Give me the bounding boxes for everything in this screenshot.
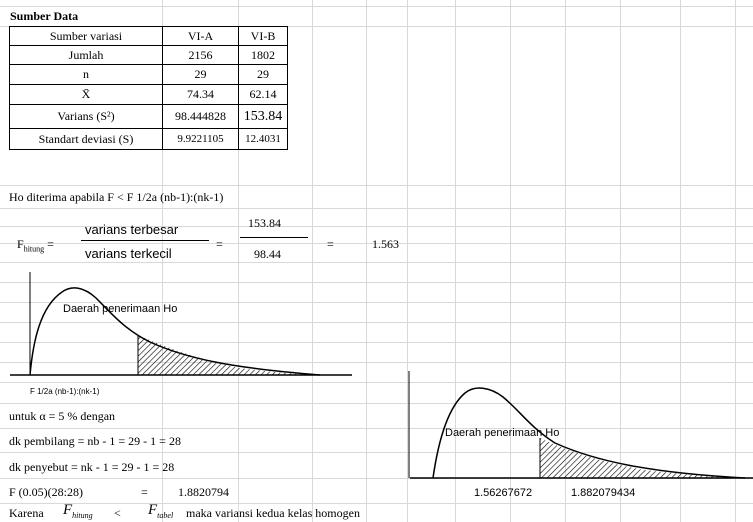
cell-vi-a: 2156 <box>162 45 239 65</box>
alpha-line: untuk α = 5 % dengan <box>9 409 116 423</box>
conclusion-f-tabel: Ftabel <box>148 502 174 520</box>
row-label: Jumlah <box>9 45 163 65</box>
table-row: Varians (S²) 98.444828 153.84 <box>9 104 288 129</box>
conclusion-f-hitung: Fhitung <box>63 502 93 520</box>
table-row: n 29 29 <box>9 64 288 85</box>
equals-sign-2: = <box>327 237 334 251</box>
dk-pembilang: dk pembilang = nb - 1 = 29 - 1 = 28 <box>9 434 181 448</box>
source-data-table: Sumber variasi VI-A VI-B Jumlah 2156 180… <box>9 26 288 150</box>
row-label: Standart deviasi (S) <box>9 128 163 150</box>
tick-f-tabel: 1.882079434 <box>571 487 636 499</box>
denominator-text: varians terkecil <box>85 246 172 261</box>
cell-vi-b: 153.84 <box>238 104 288 129</box>
row-label: X̄ <box>9 84 163 105</box>
cell-vi-b: 62.14 <box>238 84 288 105</box>
value-fraction-bar <box>240 237 308 238</box>
row-label: n <box>9 64 163 85</box>
acceptance-region-label-2: Daerah penerimaan Ho <box>445 427 560 439</box>
f-hitung-label: Fhitung = <box>17 237 54 254</box>
table-row: Standart deviasi (S) 9.9221105 12.4031 <box>9 128 288 150</box>
acceptance-region-label-1: Daerah penerimaan Ho <box>63 303 178 315</box>
numerator-value: 153.84 <box>248 216 281 230</box>
table-row: X̄ 74.34 62.14 <box>9 84 288 105</box>
header-vi-b: VI-B <box>238 26 288 46</box>
conclusion-less-than: < <box>114 506 121 520</box>
cell-vi-b: 12.4031 <box>238 128 288 150</box>
f-critical-axis-label: F 1/2a (nb-1):(nk-1) <box>30 387 100 396</box>
table-row: Jumlah 2156 1802 <box>9 45 288 65</box>
section-title: Sumber Data <box>10 9 79 23</box>
header-sumber-variasi: Sumber variasi <box>9 26 163 46</box>
f-distribution-curve-1 <box>10 272 352 376</box>
denominator-value: 98.44 <box>254 247 281 261</box>
cell-vi-a: 9.9221105 <box>162 128 239 150</box>
cell-vi-b: 29 <box>238 64 288 85</box>
fraction-bar <box>81 240 209 241</box>
f-distribution-curve-2 <box>408 371 753 479</box>
cell-vi-a: 74.34 <box>162 84 239 105</box>
cell-vi-a: 29 <box>162 64 239 85</box>
numerator-text: varians terbesar <box>85 222 179 237</box>
f-table-value: 1.8820794 <box>178 485 229 499</box>
header-vi-a: VI-A <box>162 26 239 46</box>
f-table-equals: = <box>141 485 148 499</box>
cell-vi-a: 98.444828 <box>162 104 239 129</box>
row-label: Varians (S²) <box>9 104 163 129</box>
tick-f-hitung: 1.56267672 <box>474 487 533 499</box>
conclusion-karena: Karena <box>9 506 44 520</box>
conclusion-text: maka variansi kedua kelas homogen <box>186 506 360 520</box>
hypothesis-text: Ho diterima apabila F < F 1/2a (nb-1):(n… <box>9 190 224 204</box>
f-table-label: F (0.05)(28:28) <box>9 485 83 499</box>
table-header-row: Sumber variasi VI-A VI-B <box>9 26 288 46</box>
cell-vi-b: 1802 <box>238 45 288 65</box>
f-hitung-result: 1.563 <box>372 237 399 251</box>
dk-penyebut: dk penyebut = nk - 1 = 29 - 1 = 28 <box>9 460 175 474</box>
equals-sign: = <box>216 237 223 251</box>
